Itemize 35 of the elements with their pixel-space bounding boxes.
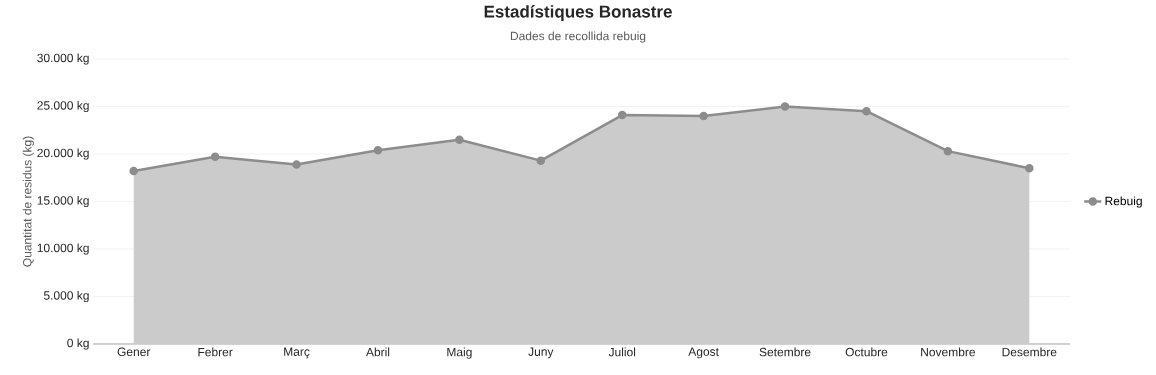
chart-title: Estadístiques Bonastre <box>484 5 672 21</box>
y-tick-label: 0 kg <box>67 338 89 350</box>
legend-label: Rebuig <box>1105 196 1142 208</box>
x-tick-label: Setembre <box>759 347 811 357</box>
point <box>292 160 301 169</box>
x-tick-label: Febrer <box>198 347 233 357</box>
point <box>373 145 383 155</box>
point <box>129 166 138 176</box>
x-tick-label: Abril <box>365 347 390 357</box>
point <box>862 107 871 116</box>
y-tick-label: 25.000 kg <box>37 100 89 113</box>
point <box>699 111 708 121</box>
x-tick-label: Octubre <box>845 347 888 357</box>
x-tick-label: Gener <box>117 347 151 357</box>
x-tick-label: Març <box>284 347 310 359</box>
x-tick-label: Maig <box>447 347 472 359</box>
point <box>1025 164 1034 173</box>
point <box>455 135 464 144</box>
y-axis-title: Quantitat de residus (kg) <box>22 136 34 267</box>
y-tick-label: 15.000 kg <box>37 195 89 208</box>
y-tick-label: 30.000 kg <box>37 53 89 65</box>
y-tick-label: 10.000 kg <box>37 243 89 255</box>
y-tick-label: 20.000 kg <box>37 148 89 160</box>
x-tick-label: Novembre <box>921 347 976 357</box>
point <box>210 152 220 162</box>
x-tick-label: Desembre <box>1002 347 1057 357</box>
chart-subtitle: Dades de recollida rebuig <box>510 31 646 43</box>
point <box>536 156 546 165</box>
point <box>780 102 790 111</box>
x-tick-label: Agost <box>688 347 719 359</box>
x-tick-label: Juliol <box>608 347 636 357</box>
y-tick-label: 5.000 kg <box>43 290 89 303</box>
point <box>943 146 953 156</box>
point <box>617 110 627 120</box>
x-tick-label: Juny <box>528 347 554 359</box>
